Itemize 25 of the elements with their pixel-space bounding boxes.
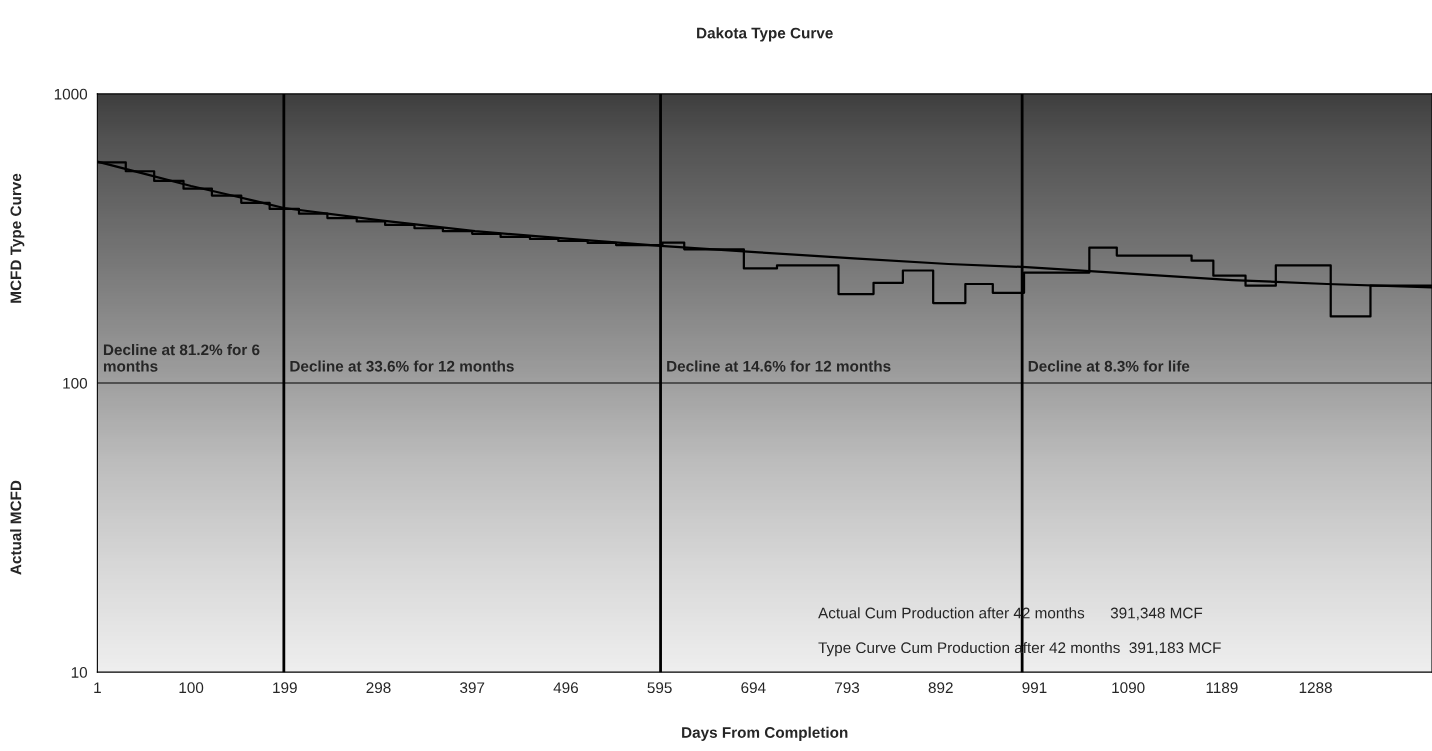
x-tick-label: 397 xyxy=(460,682,485,694)
x-tick-label: 1288 xyxy=(1299,682,1332,694)
x-tick-label: 991 xyxy=(1022,682,1047,694)
x-tick-label: 694 xyxy=(741,682,766,694)
x-tick-label: 298 xyxy=(366,682,391,694)
x-tick-label: 496 xyxy=(553,682,578,694)
text: Actual MCFD xyxy=(10,480,22,575)
x-tick-label: 199 xyxy=(273,682,297,694)
chart-title: Dakota Type Curve xyxy=(697,27,833,42)
x-tick-label: 1189 xyxy=(1206,682,1238,694)
x-tick-label: 1 xyxy=(94,682,101,693)
y-tick-label: 10 xyxy=(71,667,88,678)
annotation: Decline at 33.6% for 12 months xyxy=(290,360,514,372)
x-tick-label: 793 xyxy=(835,682,860,694)
x-tick-label: 595 xyxy=(647,682,672,694)
x-tick-label: 892 xyxy=(928,682,953,694)
x-tick-label: 100 xyxy=(179,682,204,694)
annotation: Decline at 8.3% for life xyxy=(1028,360,1190,372)
x-axis-title: Days From Completion xyxy=(682,726,848,741)
x-tick-label: 1090 xyxy=(1112,682,1145,694)
annotation: Decline at 81.2% for 6 months xyxy=(103,343,260,372)
y-tick-label: 1000 xyxy=(54,88,88,100)
y-axis-title: MCFD Type Curve xyxy=(10,173,25,303)
y-tick-label: 100 xyxy=(63,377,88,389)
annotation: Decline at 14.6% for 12 months xyxy=(667,360,891,372)
